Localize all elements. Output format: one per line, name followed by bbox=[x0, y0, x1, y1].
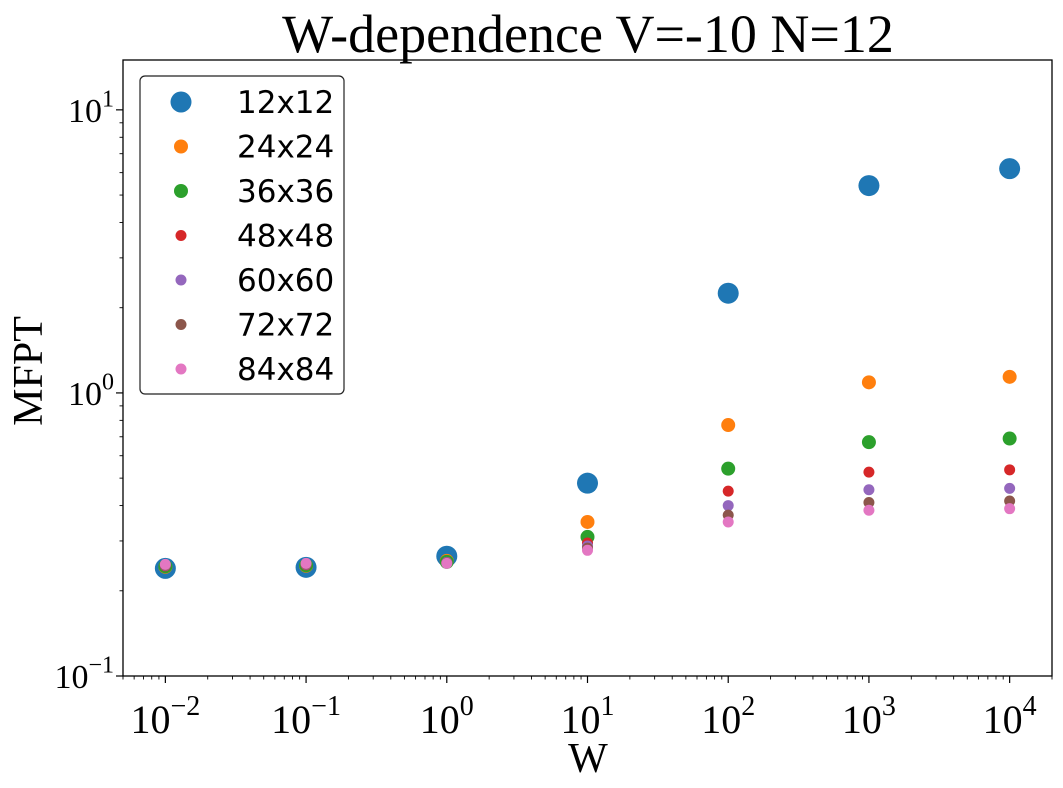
data-point bbox=[1004, 503, 1016, 515]
data-points bbox=[154, 158, 1021, 579]
data-point bbox=[441, 557, 453, 569]
legend-marker bbox=[175, 363, 187, 375]
legend-marker bbox=[174, 139, 188, 154]
legend-label: 12x12 bbox=[237, 85, 334, 121]
data-point bbox=[577, 472, 598, 494]
y-tick-label-exponent: 1 bbox=[102, 87, 114, 113]
legend-label: 48x48 bbox=[237, 219, 334, 255]
x-tick-label-base: 10 bbox=[842, 697, 882, 742]
data-point bbox=[722, 485, 734, 497]
legend-frame bbox=[139, 75, 345, 395]
legend-marker bbox=[175, 319, 187, 330]
data-point bbox=[721, 461, 736, 476]
x-tick-label-base: 10 bbox=[130, 697, 170, 742]
legend-label: 84x84 bbox=[237, 352, 334, 388]
y-tick-label-base: 10 bbox=[54, 659, 88, 696]
x-tick-label-base: 10 bbox=[420, 697, 460, 742]
x-tick-label-exponent: 0 bbox=[460, 691, 474, 722]
x-tick-label-exponent: −1 bbox=[311, 691, 341, 722]
y-tick-label-base: 10 bbox=[68, 376, 102, 413]
data-point bbox=[1002, 369, 1017, 384]
plot-frame bbox=[122, 59, 1053, 677]
data-point bbox=[721, 418, 736, 433]
x-tick-label-base: 10 bbox=[983, 697, 1023, 742]
data-point bbox=[722, 500, 734, 512]
data-point bbox=[1004, 482, 1016, 494]
data-point bbox=[861, 375, 876, 390]
legend-marker bbox=[175, 230, 187, 241]
data-point bbox=[1004, 464, 1016, 476]
legend-label: 24x24 bbox=[237, 130, 334, 166]
x-tick-label: 100 bbox=[420, 691, 474, 742]
data-point bbox=[858, 175, 880, 197]
data-point bbox=[580, 514, 595, 529]
data-point bbox=[863, 497, 875, 509]
x-tick-label-exponent: 3 bbox=[882, 691, 896, 722]
y-tick-label: 10−1 bbox=[54, 653, 114, 696]
x-tick-label-exponent: 4 bbox=[1023, 691, 1037, 722]
data-point bbox=[717, 282, 739, 304]
data-point bbox=[722, 516, 734, 528]
data-point bbox=[1002, 431, 1017, 446]
chart-title: W-dependence V=-10 N=12 bbox=[282, 4, 894, 64]
data-point bbox=[582, 544, 593, 556]
data-point bbox=[1004, 495, 1016, 507]
x-axis-label: W bbox=[568, 736, 608, 782]
x-tick-label: 10−2 bbox=[130, 691, 200, 742]
data-point bbox=[863, 466, 875, 478]
series-84x84 bbox=[159, 503, 1016, 570]
y-tick-label-exponent: 0 bbox=[102, 370, 114, 396]
x-tick-label: 104 bbox=[983, 691, 1037, 742]
y-tick-label: 100 bbox=[68, 370, 114, 413]
legend-label: 72x72 bbox=[237, 308, 334, 344]
x-tick-label: 10−1 bbox=[271, 691, 341, 742]
x-tick-label: 101 bbox=[561, 691, 615, 742]
x-tick-label-base: 10 bbox=[561, 697, 601, 742]
x-tick-label-exponent: 2 bbox=[741, 691, 755, 722]
x-tick-label: 103 bbox=[842, 691, 896, 742]
legend: 12x12 24x24 36x36 48x48 60x60 72x72 84x84 bbox=[139, 75, 345, 395]
x-tick-label-base: 10 bbox=[701, 697, 741, 742]
legend-label: 60x60 bbox=[237, 263, 334, 299]
y-tick-label: 101 bbox=[68, 87, 114, 130]
data-point bbox=[300, 557, 312, 569]
x-tick-label-exponent: 1 bbox=[601, 691, 615, 722]
legend-marker bbox=[174, 184, 188, 198]
y-axis-label: MFPT bbox=[6, 316, 52, 426]
x-tick-label: 102 bbox=[701, 691, 755, 742]
legend-marker bbox=[170, 91, 192, 113]
data-point bbox=[861, 435, 876, 450]
y-tick-label-exponent: −1 bbox=[88, 653, 114, 679]
legend-label: 36x36 bbox=[237, 174, 334, 210]
x-tick-label-base: 10 bbox=[271, 697, 311, 742]
data-point bbox=[863, 504, 875, 516]
y-tick-label-base: 10 bbox=[68, 93, 102, 130]
data-point bbox=[999, 158, 1021, 180]
legend-marker bbox=[175, 274, 187, 286]
data-point bbox=[159, 558, 171, 570]
x-tick-label-exponent: −2 bbox=[170, 691, 200, 722]
data-point bbox=[863, 484, 875, 496]
